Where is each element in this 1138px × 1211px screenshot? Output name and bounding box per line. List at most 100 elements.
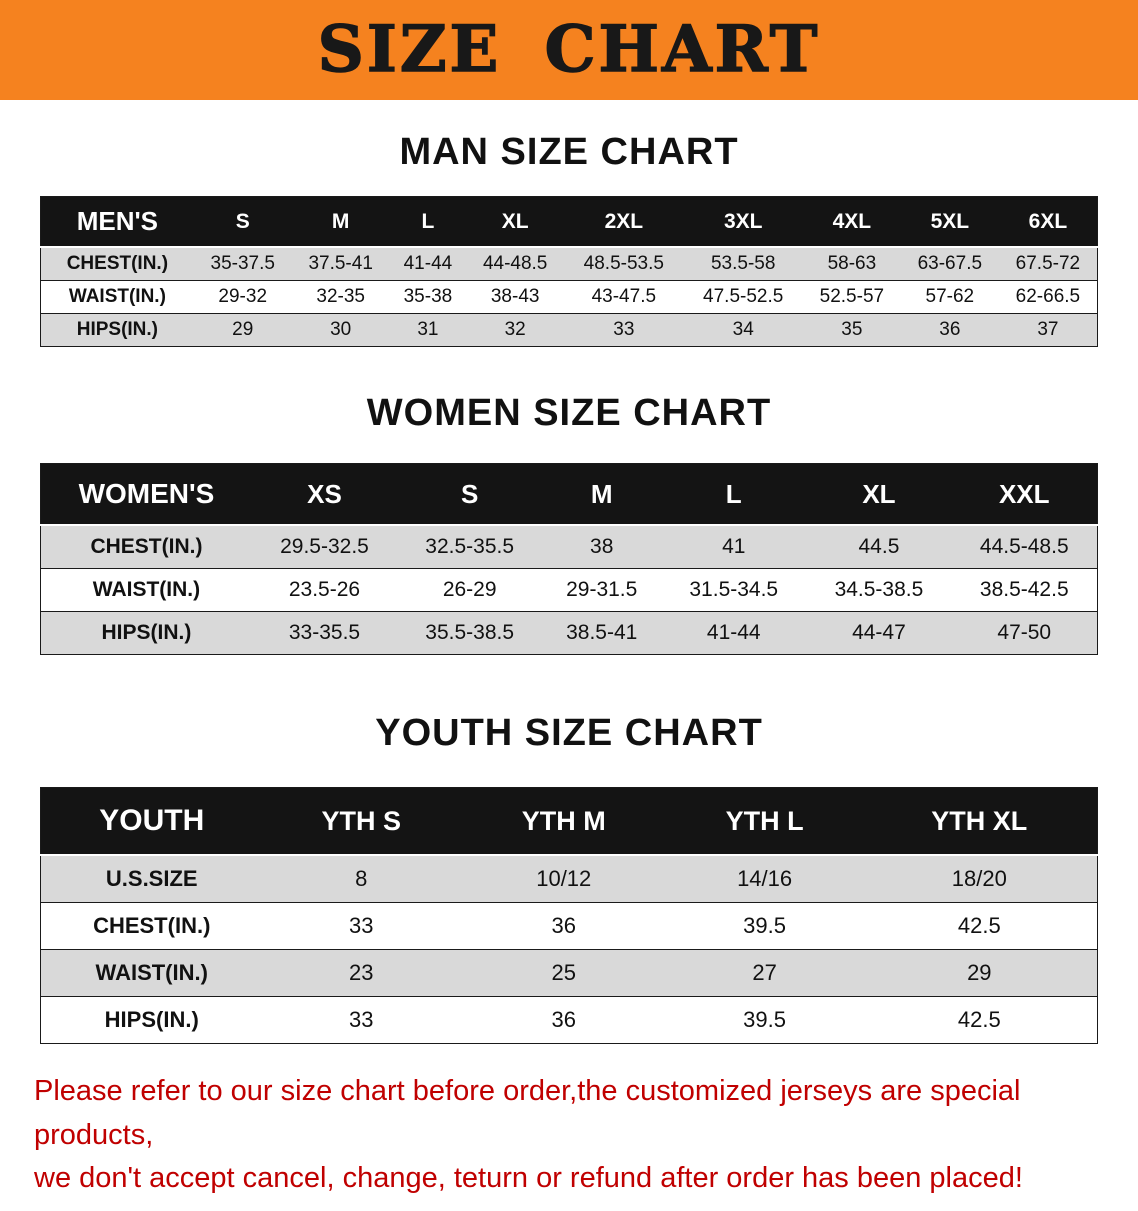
row-label: HIPS(IN.) <box>104 1007 199 1032</box>
size-value: 35-38 <box>403 286 453 307</box>
row-label: HIPS(IN.) <box>76 319 159 340</box>
size-column-header: YTH XL <box>861 787 1098 855</box>
size-value: 29.5-32.5 <box>280 535 369 558</box>
size-column-header: S <box>193 196 292 247</box>
size-value: 26-29 <box>442 578 497 601</box>
size-column-header: L <box>661 463 807 525</box>
row-label: WAIST(IN.) <box>68 286 166 307</box>
table-body: CHEST(IN.) 35-37.5 37.5-41 41-44 44-48.5 48.5… <box>40 247 1098 347</box>
size-value: 29-32 <box>218 286 268 307</box>
size-column-header: XS <box>251 463 398 525</box>
table-row: HIPS(IN.) 29 30 31 32 33 34 35 36 37 <box>40 313 1098 347</box>
size-column-header: 3XL <box>683 196 803 247</box>
disclaimer-line-2: we don't accept cancel, change, teturn o… <box>34 1162 1023 1194</box>
size-column-header: 2XL <box>564 196 684 247</box>
size-value: 32-35 <box>316 286 365 307</box>
disclaimer: Please refer to our size chart before or… <box>34 1070 1128 1201</box>
table-head: WOMEN'S XS S M L XL XXL <box>40 463 1098 525</box>
size-column-header: 6XL <box>998 196 1098 247</box>
size-value: 67.5-72 <box>1015 253 1081 274</box>
table-row: WAIST(IN.) 23 25 27 29 <box>40 949 1098 997</box>
size-value: 25 <box>551 960 576 985</box>
table-row: U.S.SIZE 8 10/12 14/16 18/20 <box>40 855 1098 903</box>
size-value: 32.5-35.5 <box>425 535 515 558</box>
size-value: 41 <box>722 535 746 558</box>
row-label: WAIST(IN.) <box>92 578 201 601</box>
size-value: 29 <box>967 960 992 985</box>
size-column-header: XL <box>466 196 565 247</box>
size-value: 33 <box>348 913 374 938</box>
table-head: YOUTH YTH S YTH M YTH L YTH XL <box>40 787 1098 855</box>
table-row: CHEST(IN.) 29.5-32.5 32.5-35.5 38 41 44.5 44.5… <box>40 525 1098 569</box>
size-value: 33 <box>348 1007 374 1032</box>
size-value: 44.5 <box>858 535 900 558</box>
size-column-header: S <box>397 463 543 525</box>
size-column-header: 5XL <box>900 196 999 247</box>
size-column-header: M <box>291 196 390 247</box>
size-value: 33-35.5 <box>288 621 361 644</box>
row-label: U.S.SIZE <box>105 866 198 891</box>
size-value: 63-67.5 <box>917 253 983 274</box>
size-value: 36 <box>551 1007 576 1032</box>
size-value: 53.5-58 <box>710 253 776 274</box>
size-value: 44.5-48.5 <box>979 535 1069 558</box>
size-value: 33 <box>613 319 635 340</box>
men-size-section: MAN SIZE CHART MEN'S S M L XL 2XL 3XL 4XL 5XL 6XL… <box>0 130 1138 347</box>
banner: SIZE CHART <box>0 0 1138 100</box>
size-value: 42.5 <box>957 913 1001 938</box>
women-size-section: WOMEN SIZE CHART WOMEN'S XS S M L XL XXL CHEST(… <box>0 391 1138 655</box>
row-label: CHEST(IN.) <box>66 253 169 274</box>
row-label: WAIST(IN.) <box>95 960 208 985</box>
size-value: 48.5-53.5 <box>583 253 664 274</box>
row-label: CHEST(IN.) <box>90 535 203 558</box>
men-section-heading: MAN SIZE CHART <box>399 131 739 173</box>
womens-size-table: WOMEN'S XS S M L XL XXL CHEST(IN.) 29.5-32.5 32.5… <box>40 463 1098 655</box>
mens-size-table: MEN'S S M L XL 2XL 3XL 4XL 5XL 6XL CHEST(IN.) 35-37… <box>40 196 1098 347</box>
size-value: 29-31.5 <box>566 578 638 601</box>
youth-size-section: YOUTH SIZE CHART YOUTH YTH S YTH M YTH L YTH… <box>0 711 1138 1044</box>
table-header-row: YOUTH YTH S YTH M YTH L YTH XL <box>40 787 1098 855</box>
row-label: HIPS(IN.) <box>101 621 192 644</box>
table-row: WAIST(IN.) 29-32 32-35 35-38 38-43 43-47.5 47.… <box>40 280 1098 314</box>
size-column-header: YTH L <box>667 787 862 855</box>
size-value: 39.5 <box>743 913 786 938</box>
size-value: 38 <box>590 535 614 558</box>
size-value: 62-66.5 <box>1015 286 1081 307</box>
size-value: 44-48.5 <box>482 253 548 274</box>
size-value: 29 <box>232 319 254 340</box>
size-column-header: L <box>389 196 467 247</box>
size-value: 10/12 <box>536 866 592 891</box>
size-value: 34.5-38.5 <box>834 578 924 601</box>
women-section-heading: WOMEN SIZE CHART <box>366 392 772 434</box>
table-body: U.S.SIZE 8 10/12 14/16 18/20 CHEST(IN.) 33 36 39… <box>40 855 1098 1044</box>
youth-size-table: YOUTH YTH S YTH M YTH L YTH XL U.S.SIZE 8 10/12… <box>40 787 1098 1044</box>
size-value: 8 <box>355 866 368 891</box>
size-value: 23.5-26 <box>288 578 361 601</box>
size-value: 39.5 <box>743 1007 786 1032</box>
size-value: 18/20 <box>951 866 1007 891</box>
size-value: 47-50 <box>997 621 1052 644</box>
row-label: CHEST(IN.) <box>93 913 211 938</box>
size-column-header: YTH S <box>262 787 460 855</box>
size-column-header: XL <box>806 463 952 525</box>
size-value: 47.5-52.5 <box>703 286 784 307</box>
table-row: HIPS(IN.) 33-35.5 35.5-38.5 38.5-41 41-44 44-… <box>40 611 1098 655</box>
youth-section-heading: YOUTH SIZE CHART <box>375 712 763 754</box>
table-corner-label: WOMEN'S <box>40 463 252 525</box>
table-row: HIPS(IN.) 33 36 39.5 42.5 <box>40 996 1098 1044</box>
table-header-row: MEN'S S M L XL 2XL 3XL 4XL 5XL 6XL <box>40 196 1098 247</box>
size-value: 14/16 <box>737 866 793 891</box>
size-value: 35 <box>841 319 863 340</box>
page-title: SIZE CHART <box>317 12 821 87</box>
size-value: 35.5-38.5 <box>425 621 515 644</box>
size-value: 32 <box>504 319 526 340</box>
table-row: CHEST(IN.) 35-37.5 37.5-41 41-44 44-48.5 48.5… <box>40 247 1098 281</box>
size-value: 58-63 <box>827 253 877 274</box>
size-value: 37.5-41 <box>308 253 373 274</box>
table-head: MEN'S S M L XL 2XL 3XL 4XL 5XL 6XL <box>40 196 1098 247</box>
size-value: 36 <box>939 319 961 340</box>
table-header-row: WOMEN'S XS S M L XL XXL <box>40 463 1098 525</box>
table-corner-label: MEN'S <box>40 196 194 247</box>
size-value: 37 <box>1037 319 1059 340</box>
